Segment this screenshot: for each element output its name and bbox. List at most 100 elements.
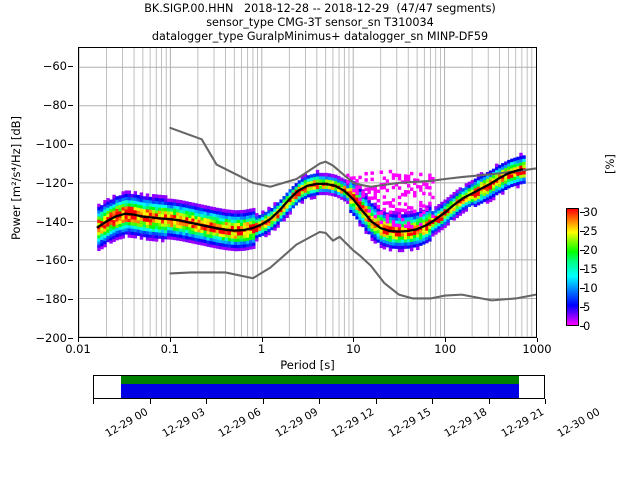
psd-density-cell <box>142 233 147 238</box>
psd-density-cell <box>191 205 195 210</box>
psd-density-cell <box>273 227 277 231</box>
psd-density-cell <box>303 192 308 196</box>
psd-density-cell <box>394 242 399 246</box>
psd-density-cell <box>428 225 432 230</box>
psd-density-cell <box>443 208 447 213</box>
psd-density-cell <box>106 235 110 240</box>
psd-density-cell <box>321 176 326 180</box>
psd-density-cell <box>103 218 107 223</box>
psd-density-cell <box>312 186 317 190</box>
psd-density-cell <box>185 204 189 208</box>
psd-density-cell <box>425 211 429 216</box>
psd-density-cell <box>522 161 526 166</box>
psd-density-cell <box>200 220 204 224</box>
psd-density-cell <box>318 188 323 193</box>
psd-density-cell <box>133 234 138 239</box>
psd-density-cell <box>133 209 138 214</box>
psd-density-cell <box>188 214 192 218</box>
psd-density-cell <box>388 204 393 208</box>
psd-density-cell <box>103 228 107 232</box>
psd-density-cell <box>249 236 253 241</box>
psd-density-cell <box>479 197 484 201</box>
median-psd-line <box>96 168 523 233</box>
psd-density-cell <box>501 178 505 183</box>
psd-density-cell <box>422 241 426 245</box>
psd-density-cell <box>300 181 305 185</box>
psd-density-cell <box>428 173 432 178</box>
psd-density-cell <box>221 224 226 228</box>
psd-density-cell <box>388 213 393 217</box>
psd-density-cell <box>370 221 374 226</box>
psd-density-cell <box>303 176 308 181</box>
psd-density-cell <box>343 194 347 199</box>
psd-density-cell <box>285 192 289 197</box>
psd-density-cell <box>103 243 107 248</box>
psd-density-cell <box>115 227 119 231</box>
psd-density-cell <box>142 211 147 216</box>
psd-density-cell <box>176 227 180 232</box>
psd-density-cell <box>297 199 302 203</box>
psd-density-cell <box>197 241 201 245</box>
psd-density-cell <box>133 222 138 226</box>
psd-density-cell <box>249 214 253 219</box>
psd-density-cell <box>291 198 295 203</box>
psd-density-cell <box>394 207 399 212</box>
psd-density-cell <box>367 227 371 232</box>
psd-density-cell <box>358 175 362 180</box>
psd-density-cell <box>352 176 356 180</box>
psd-density-cell <box>485 178 490 182</box>
psd-density-cell <box>239 222 244 226</box>
psd-density-cell <box>127 199 131 204</box>
x-tick-mark <box>78 338 79 342</box>
psd-density-cell <box>209 234 213 239</box>
psd-density-cell <box>440 204 444 209</box>
psd-density-cell <box>206 227 210 232</box>
psd-density-cell <box>413 237 417 242</box>
psd-density-cell <box>185 216 189 221</box>
psd-density-cell <box>236 216 241 220</box>
psd-density-cell <box>246 240 250 244</box>
psd-density-cell <box>167 236 171 240</box>
psd-density-cell <box>224 221 229 226</box>
psd-density-cell <box>249 233 253 238</box>
psd-density-cell <box>167 201 171 206</box>
psd-density-cell <box>230 222 235 226</box>
psd-density-cell <box>151 194 156 198</box>
psd-density-cell <box>397 245 402 250</box>
psd-density-cell <box>145 199 150 204</box>
psd-density-cell <box>270 220 274 224</box>
psd-density-cell <box>446 209 450 214</box>
psd-density-cell <box>352 188 356 193</box>
psd-density-cell <box>215 220 220 224</box>
psd-density-cell <box>206 221 210 225</box>
psd-density-cell <box>176 224 180 229</box>
psd-density-cell <box>157 213 162 217</box>
psd-density-cell <box>388 219 393 224</box>
psd-density-cell <box>446 200 450 204</box>
psd-density-cell <box>449 207 453 211</box>
psd-density-cell <box>437 225 441 230</box>
psd-density-cell <box>349 181 353 185</box>
psd-density-cell <box>121 228 125 233</box>
psd-density-cell <box>136 216 141 221</box>
psd-density-cell <box>403 174 408 178</box>
psd-density-cell <box>358 191 362 196</box>
psd-density-cell <box>352 212 356 216</box>
psd-density-cell <box>176 208 180 213</box>
psd-density-cell <box>449 216 453 220</box>
psd-density-cell <box>100 230 104 234</box>
psd-density-cell <box>467 184 472 189</box>
psd-density-cell <box>397 233 402 237</box>
psd-density-cell <box>367 202 371 207</box>
psd-density-cell <box>346 187 350 192</box>
psd-density-cell <box>173 205 177 209</box>
psd-density-cell <box>206 218 210 222</box>
psd-density-cell <box>346 184 350 189</box>
psd-density-cell <box>425 221 429 225</box>
psd-density-cell <box>400 248 405 253</box>
psd-density-cell <box>321 179 326 183</box>
psd-density-cell <box>127 193 131 198</box>
psd-density-cell <box>355 212 359 217</box>
psd-density-cell <box>403 177 408 181</box>
